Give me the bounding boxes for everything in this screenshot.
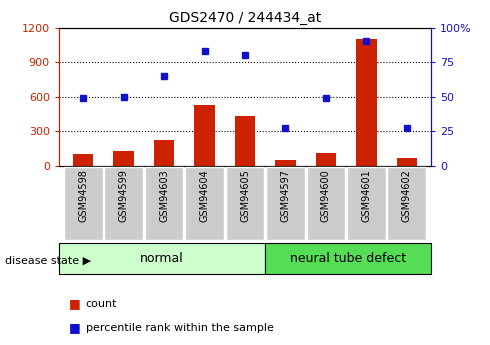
Text: ■: ■	[69, 321, 80, 334]
Text: count: count	[86, 299, 117, 308]
Bar	[73, 154, 93, 166]
Text: GSM94600: GSM94600	[321, 169, 331, 222]
Bar	[356, 39, 376, 166]
FancyBboxPatch shape	[59, 243, 265, 274]
FancyBboxPatch shape	[185, 167, 224, 240]
Text: percentile rank within the sample: percentile rank within the sample	[86, 323, 273, 333]
FancyBboxPatch shape	[347, 167, 386, 240]
Text: ■: ■	[69, 297, 80, 310]
Bar	[114, 151, 134, 166]
FancyBboxPatch shape	[388, 167, 426, 240]
Text: GSM94597: GSM94597	[280, 169, 291, 223]
FancyBboxPatch shape	[265, 243, 431, 274]
Text: GSM94604: GSM94604	[199, 169, 210, 222]
Text: normal: normal	[140, 252, 184, 265]
Text: GSM94602: GSM94602	[402, 169, 412, 222]
Title: GDS2470 / 244434_at: GDS2470 / 244434_at	[169, 11, 321, 25]
FancyBboxPatch shape	[307, 167, 345, 240]
Text: GSM94601: GSM94601	[362, 169, 371, 222]
Bar	[275, 160, 295, 166]
Text: GSM94603: GSM94603	[159, 169, 169, 222]
FancyBboxPatch shape	[266, 167, 305, 240]
Text: neural tube defect: neural tube defect	[290, 252, 406, 265]
FancyBboxPatch shape	[225, 167, 265, 240]
Bar	[235, 116, 255, 166]
Bar	[154, 140, 174, 166]
FancyBboxPatch shape	[104, 167, 143, 240]
Text: GSM94599: GSM94599	[119, 169, 128, 222]
Text: GSM94605: GSM94605	[240, 169, 250, 222]
FancyBboxPatch shape	[64, 167, 102, 240]
Bar	[316, 153, 336, 166]
Bar	[195, 105, 215, 166]
Text: GSM94598: GSM94598	[78, 169, 88, 222]
FancyBboxPatch shape	[145, 167, 183, 240]
Bar	[397, 158, 417, 166]
Text: disease state ▶: disease state ▶	[5, 256, 91, 265]
